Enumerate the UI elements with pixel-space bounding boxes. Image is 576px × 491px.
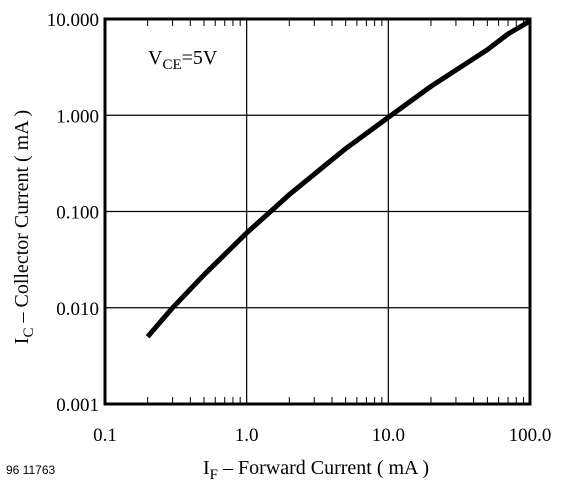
x-tick-label: 1.0 [235, 425, 259, 446]
plot-frame [103, 17, 532, 406]
ylabel-rest: – Collector Current ( mA ) [11, 110, 33, 328]
grid [105, 19, 530, 404]
x-tick-label: 100.0 [509, 425, 552, 446]
series-line [145, 18, 532, 339]
series-group [145, 18, 532, 339]
y-tick-label: 0.010 [56, 299, 99, 320]
x-tick-label: 10.0 [372, 425, 405, 446]
y-axis-tick-labels: 0.001 0.010 0.100 1.000 10.000 [47, 10, 99, 416]
y-tick-label: 10.000 [47, 10, 99, 31]
xlabel-rest: – Forward Current ( mA ) [218, 457, 429, 479]
y-tick-label: 0.100 [56, 203, 99, 224]
annotation-main: V [148, 47, 163, 69]
x-axis-tick-labels: 0.1 1.0 10.0 100.0 [93, 425, 551, 446]
x-axis-title: IF – Forward Current ( mA ) [203, 457, 429, 483]
x-tick-label: 0.1 [93, 425, 117, 446]
annotation-subscript: CE [162, 57, 181, 73]
vce-annotation: VCE=5V [148, 47, 218, 73]
xlabel-subscript: F [210, 467, 218, 483]
figure-id: 96 11763 [6, 463, 55, 477]
ylabel-main: I [11, 338, 33, 345]
xlabel-main: I [203, 457, 210, 479]
ylabel-subscript: C [21, 328, 37, 338]
y-tick-label: 0.001 [56, 395, 99, 416]
annotation-rest: =5V [182, 47, 218, 69]
y-axis-title: IC – Collector Current ( mA ) [11, 110, 37, 344]
y-tick-label: 1.000 [56, 106, 99, 127]
